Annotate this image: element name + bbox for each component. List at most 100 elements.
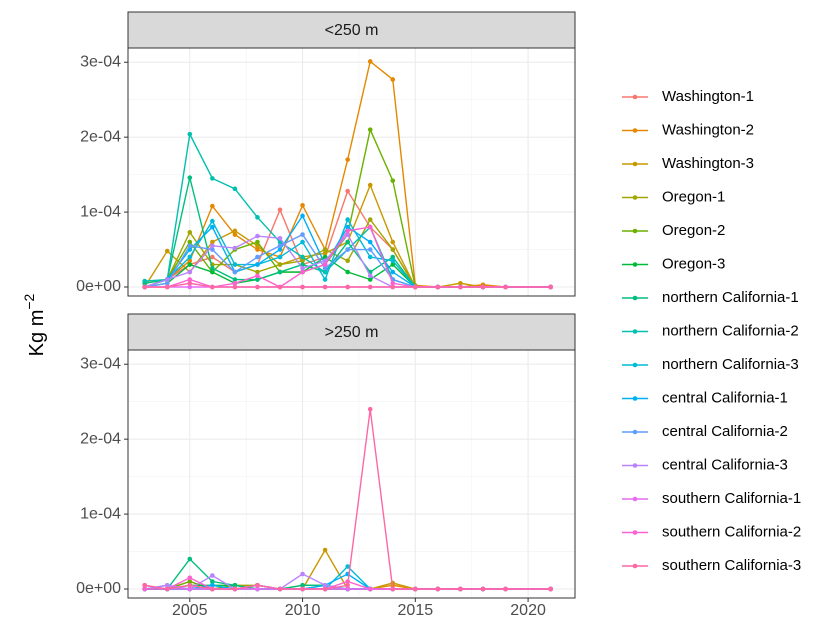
data-point [390,247,396,252]
data-point [255,254,260,260]
data-point [435,586,441,592]
data-point [232,284,238,290]
y-label-text: Kg m [26,310,48,357]
x-tick-label: 2005 [172,602,208,619]
data-point [345,247,350,252]
data-point [210,243,215,249]
legend-point [632,329,638,334]
legend-point [632,496,638,502]
data-point [435,284,441,290]
data-point [255,273,260,279]
data-point [164,582,170,588]
legend-label: Washington-3 [662,155,754,172]
data-point [300,571,305,577]
data-point [367,127,373,132]
data-point [345,239,350,245]
data-point [255,233,260,239]
data-point [210,224,215,230]
data-point [322,547,328,553]
data-point [300,582,305,588]
data-point [277,262,283,267]
data-point [232,280,238,286]
data-point [390,586,396,592]
data-point [322,284,328,290]
data-point [322,269,328,275]
data-point [367,59,373,64]
legend-point [632,195,638,200]
strip-title: >250 m [325,324,379,341]
legend-point [632,94,638,100]
data-point [345,217,350,222]
data-point [187,175,193,180]
data-point [232,277,238,282]
data-point [345,586,350,592]
data-point [367,586,373,592]
data-point [277,586,283,592]
data-point [300,269,305,275]
data-point [187,269,193,275]
data-point [322,586,328,592]
data-point [210,582,215,588]
data-point [232,586,238,592]
data-point [164,277,170,282]
data-point [503,284,508,290]
data-point [277,236,283,241]
data-point [187,277,193,282]
data-point [458,284,463,290]
y-tick-label: 1e-04 [80,505,121,522]
data-point [232,262,238,267]
data-point [164,280,170,286]
data-point [277,247,283,252]
data-point [300,213,305,219]
x-tick-label: 2020 [510,602,546,619]
data-point [187,131,193,137]
x-tick-label: 2010 [285,602,321,619]
data-point [164,586,170,592]
legend-label: northern California-2 [662,322,799,339]
data-point [210,579,215,584]
data-point [187,582,193,588]
legend-label: northern California-3 [662,356,799,373]
legend-point [632,128,638,133]
data-point [548,284,553,290]
data-point [322,254,328,260]
data-point [255,215,260,220]
data-point [345,188,350,194]
data-point [210,247,215,252]
data-point [367,284,373,290]
data-point [210,203,215,209]
data-point [367,254,373,260]
data-point [480,284,486,290]
data-point [503,586,508,592]
legend-point [632,262,638,267]
y-label-sup: −2 [21,293,37,309]
data-point [187,586,193,592]
data-point [345,564,350,569]
data-point [187,262,193,267]
data-point [187,575,193,581]
legend-label: Washington-1 [662,88,754,105]
data-point [277,243,283,249]
data-point [255,284,260,290]
legend-point [632,530,638,535]
data-point [322,582,328,588]
data-point [210,265,215,271]
data-point [300,586,305,592]
data-point [232,186,238,192]
strip [127,11,576,49]
data-point [322,262,328,267]
data-point [367,239,373,245]
x-tick-label: 2015 [398,602,434,619]
data-point [390,262,396,267]
data-point [232,582,238,588]
data-point [390,258,396,264]
strip-title: <250 m [325,22,379,39]
data-point [367,273,373,279]
data-point [164,248,170,254]
data-point [345,228,350,234]
data-point [255,582,260,588]
panel-background [128,48,575,296]
legend-point [632,362,638,368]
data-point [210,239,215,245]
